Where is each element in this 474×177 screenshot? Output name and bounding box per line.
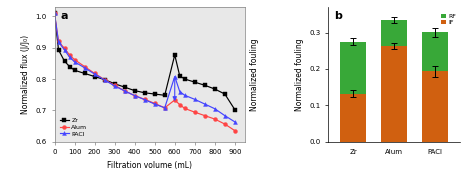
Alum [102, 79, 108, 81]
Zr [222, 93, 228, 95]
PACl [132, 95, 137, 97]
Zr [102, 79, 108, 81]
Alum [52, 12, 57, 14]
Legend: Zr, Alum, PACl: Zr, Alum, PACl [58, 116, 90, 138]
PACl [172, 75, 178, 78]
PACl [182, 94, 188, 96]
Zr [62, 60, 67, 62]
Zr [202, 84, 208, 86]
PACl [52, 12, 57, 14]
Legend: RF, IF: RF, IF [440, 13, 456, 26]
Alum [177, 104, 182, 106]
PACl [92, 73, 98, 75]
Alum [132, 95, 137, 97]
Zr [232, 109, 237, 111]
PACl [102, 79, 108, 81]
Alum [162, 107, 168, 109]
X-axis label: Filtration volume (mL): Filtration volume (mL) [107, 161, 192, 170]
Zr [132, 90, 137, 92]
PACl [152, 103, 157, 105]
Zr [192, 81, 198, 83]
Alum [72, 59, 77, 61]
Alum [62, 47, 67, 49]
Zr [112, 83, 118, 85]
PACl [232, 121, 237, 123]
Alum [92, 72, 98, 75]
Zr [55, 49, 61, 51]
PACl [202, 103, 208, 105]
Bar [340, 42, 366, 94]
Zr [172, 54, 178, 56]
Bar [422, 32, 448, 72]
Zr [152, 93, 157, 95]
Alum [112, 84, 118, 86]
PACl [222, 115, 228, 117]
PACl [82, 67, 87, 69]
Alum [212, 118, 218, 120]
PACl [177, 90, 182, 93]
Bar [340, 94, 366, 142]
Alum [55, 40, 61, 42]
Line: Zr: Zr [53, 11, 237, 112]
Bar [381, 46, 408, 142]
Line: PACl: PACl [53, 11, 237, 124]
Text: b: b [334, 11, 342, 21]
Y-axis label: Normalized flux (J/J₀): Normalized flux (J/J₀) [21, 35, 30, 114]
PACl [212, 108, 218, 110]
Zr [142, 92, 147, 94]
PACl [62, 49, 67, 51]
PACl [112, 85, 118, 87]
PACl [162, 107, 168, 109]
Zr [67, 65, 73, 68]
Y-axis label: Normalized fouling: Normalized fouling [295, 38, 304, 111]
Alum [172, 99, 178, 101]
Zr [82, 72, 87, 75]
Bar [381, 20, 408, 46]
Y-axis label: Normalized fouling: Normalized fouling [250, 38, 259, 111]
Zr [92, 75, 98, 78]
Alum [202, 115, 208, 117]
PACl [72, 61, 77, 63]
Alum [182, 107, 188, 110]
PACl [142, 99, 147, 101]
Alum [222, 123, 228, 125]
Line: Alum: Alum [53, 11, 237, 133]
Alum [82, 65, 87, 68]
Text: a: a [60, 11, 68, 21]
Zr [52, 12, 57, 14]
Alum [142, 98, 147, 100]
Zr [177, 75, 182, 77]
Bar [422, 72, 448, 142]
Zr [212, 88, 218, 90]
Alum [67, 54, 73, 56]
Alum [232, 130, 237, 132]
Alum [192, 111, 198, 113]
PACl [55, 41, 61, 43]
Alum [152, 102, 157, 104]
Zr [162, 94, 168, 96]
Zr [72, 69, 77, 71]
PACl [192, 98, 198, 100]
PACl [67, 56, 73, 58]
Zr [182, 78, 188, 80]
Zr [122, 86, 128, 88]
Alum [122, 90, 128, 92]
PACl [122, 90, 128, 92]
